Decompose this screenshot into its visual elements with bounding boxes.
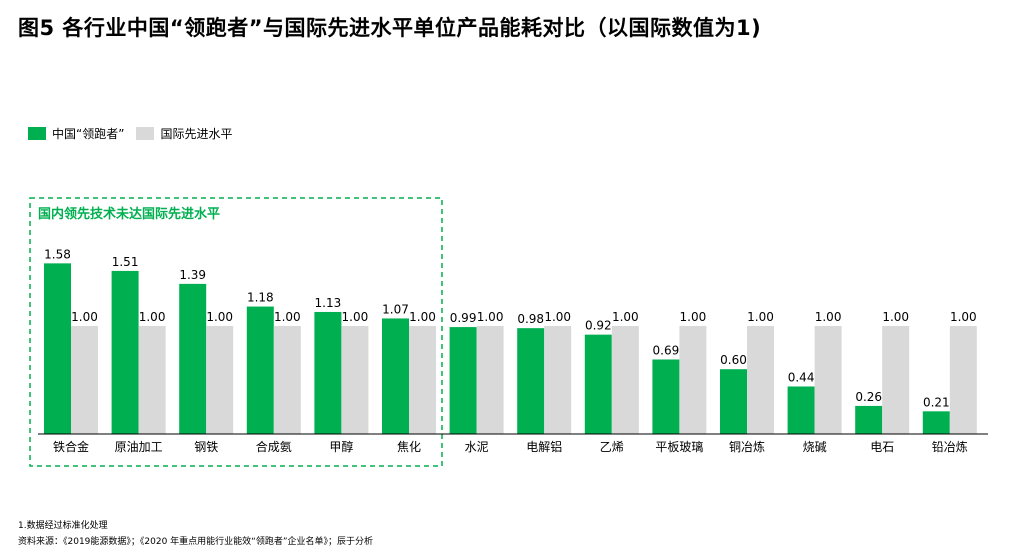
bar-intl xyxy=(71,326,98,434)
value-label-intl: 1.00 xyxy=(815,310,842,324)
value-label-intl: 1.00 xyxy=(950,310,977,324)
value-label-china: 0.26 xyxy=(855,390,882,404)
legend: 中国“领跑者” 国际先进水平 xyxy=(28,125,244,142)
bar-china xyxy=(246,306,274,434)
highlight-box xyxy=(29,197,443,467)
bar-china xyxy=(855,405,883,434)
category-label: 钢铁 xyxy=(194,440,218,454)
value-label-china: 0.99 xyxy=(450,311,477,325)
bar-china xyxy=(382,318,409,434)
bars-group: 1.581.00铁合金1.511.00原油加工1.391.00钢铁1.181.0… xyxy=(44,247,977,454)
bar-intl xyxy=(206,326,234,434)
value-label-intl: 1.00 xyxy=(544,310,571,324)
category-label: 电解铝 xyxy=(526,439,562,454)
bar-intl xyxy=(138,326,166,434)
value-label-china: 0.98 xyxy=(517,312,544,326)
category-label: 电石 xyxy=(870,440,894,454)
value-label-intl: 1.00 xyxy=(747,310,774,324)
bar-intl xyxy=(409,326,436,434)
chart-title: 图5 各行业中国“领跑者”与国际先进水平单位产品能耗对比（以国际数值为1) xyxy=(18,16,762,40)
bar-intl xyxy=(679,326,707,434)
category-label: 焦化 xyxy=(397,440,421,454)
category-label: 平板玻璃 xyxy=(655,440,703,454)
bar-intl xyxy=(747,326,774,434)
category-label: 合成氨 xyxy=(256,439,292,454)
category-label: 原油加工 xyxy=(115,440,163,454)
category-label: 甲醇 xyxy=(329,439,353,454)
value-label-intl: 1.00 xyxy=(409,310,436,324)
value-label-intl: 1.00 xyxy=(680,310,707,324)
value-label-china: 1.18 xyxy=(247,291,274,305)
bar-china xyxy=(584,334,612,434)
value-label-intl: 1.00 xyxy=(477,310,504,324)
highlight-box-label: 国内领先技术未达国际先进水平 xyxy=(38,206,220,222)
bar-china xyxy=(111,270,139,434)
bar-china xyxy=(787,386,815,434)
legend-swatch-china xyxy=(28,127,46,140)
value-label-china: 0.60 xyxy=(720,353,747,367)
legend-swatch-intl xyxy=(136,127,155,140)
value-label-china: 0.21 xyxy=(923,395,950,409)
legend-item-china: 中国“领跑者” xyxy=(28,125,124,142)
bar-intl xyxy=(949,326,977,434)
bar-china xyxy=(44,263,71,434)
bar-intl xyxy=(814,326,842,434)
footnote-normalization: 1.数据经过标准化处理 xyxy=(18,521,108,531)
footnote-source: 资料来源：《2019能源数据》；《2020 年重点用能行业能效“领跑者”企业名单… xyxy=(18,537,373,547)
bar-china xyxy=(179,283,207,434)
value-label-china: 0.44 xyxy=(788,370,815,384)
value-label-china: 1.13 xyxy=(315,296,342,310)
value-label-intl: 1.00 xyxy=(274,310,301,324)
value-label-intl: 1.00 xyxy=(882,310,909,324)
value-label-china: 1.07 xyxy=(382,302,409,316)
category-label: 铜冶炼 xyxy=(729,439,765,454)
value-label-intl: 1.00 xyxy=(342,310,369,324)
category-label: 乙烯 xyxy=(600,440,624,454)
value-label-china: 0.92 xyxy=(585,319,612,333)
bar-intl xyxy=(611,326,639,434)
legend-label-china: 中国“领跑者” xyxy=(52,127,125,141)
legend-label-intl: 国际先进水平 xyxy=(160,127,233,141)
value-label-intl: 1.00 xyxy=(206,310,233,324)
bar-intl xyxy=(341,326,369,434)
bar-china xyxy=(314,311,342,434)
bar-china xyxy=(449,327,477,434)
bar-intl xyxy=(476,326,504,434)
category-label: 铁合金 xyxy=(53,439,89,454)
value-label-intl: 1.00 xyxy=(139,310,166,324)
bar-china xyxy=(652,359,680,434)
bar-intl xyxy=(273,326,301,434)
value-label-china: 1.51 xyxy=(112,255,139,269)
bar-intl xyxy=(544,326,572,434)
category-label: 烧碱 xyxy=(803,440,827,454)
category-label: 水泥 xyxy=(465,440,489,454)
value-label-intl: 1.00 xyxy=(612,310,639,324)
bar-china xyxy=(922,411,950,434)
bar-china xyxy=(517,328,545,434)
bar-china xyxy=(720,369,747,434)
legend-item-intl: 国际先进水平 xyxy=(136,125,232,142)
value-label-china: 1.58 xyxy=(44,247,71,261)
bar-intl xyxy=(882,326,910,434)
category-label: 铅冶炼 xyxy=(932,439,968,454)
value-label-china: 1.39 xyxy=(179,268,206,282)
value-label-china: 0.69 xyxy=(653,343,680,357)
value-label-intl: 1.00 xyxy=(71,310,98,324)
